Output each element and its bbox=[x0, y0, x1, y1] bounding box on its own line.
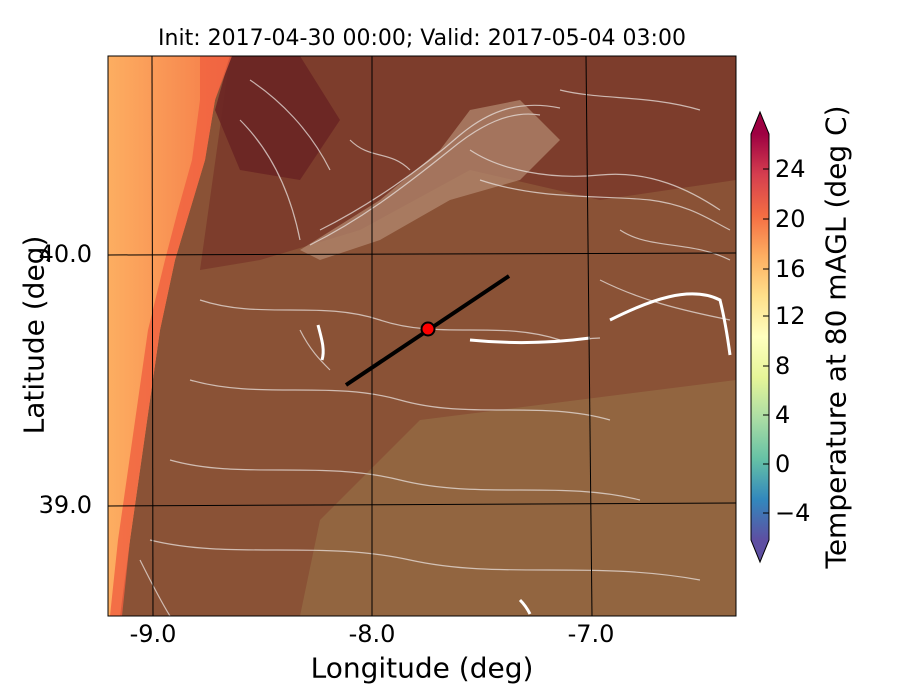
hot-northwest-region bbox=[215, 56, 340, 180]
river-features bbox=[316, 292, 732, 615]
colorbar-tick-label: 16 bbox=[775, 255, 806, 283]
meridian-line bbox=[585, 56, 593, 616]
colorbar-tick-marks bbox=[763, 168, 769, 514]
y-tick-label: 40.0 bbox=[38, 240, 92, 268]
elevation-contours bbox=[139, 79, 731, 616]
x-tick-label: -7.0 bbox=[567, 620, 615, 648]
colorbar-tick-label: 0 bbox=[775, 450, 791, 478]
parallel-line bbox=[108, 502, 736, 507]
graticule bbox=[108, 56, 736, 616]
cooler-southeast-region bbox=[300, 380, 736, 616]
meridian-line bbox=[151, 56, 154, 616]
colorbar-tick-label: 20 bbox=[775, 205, 806, 233]
colorbar-gradient bbox=[751, 134, 769, 540]
map-plot-area bbox=[108, 56, 736, 616]
x-axis-label: Longitude (deg) bbox=[310, 651, 534, 685]
chart-title: Init: 2017-04-30 00:00; Valid: 2017-05-0… bbox=[158, 26, 686, 51]
colorbar-tick-label: 12 bbox=[775, 302, 806, 330]
colorbar-tick-label: 24 bbox=[775, 155, 806, 183]
x-tick-label: -9.0 bbox=[129, 620, 177, 648]
colorbar-extend-top bbox=[751, 112, 769, 134]
colorbar-tick-label: 4 bbox=[775, 401, 791, 429]
colorbar-tick-label: 8 bbox=[775, 352, 791, 380]
parallel-line bbox=[108, 252, 736, 256]
map-frame bbox=[107, 55, 737, 617]
colorbar-outline bbox=[750, 110, 770, 564]
location-marker bbox=[420, 321, 436, 337]
colorbar-label: Temperature at 80 mAGL (deg C) bbox=[819, 105, 853, 569]
coastal-warm-strip bbox=[110, 56, 232, 616]
colorbar bbox=[750, 110, 770, 564]
y-tick-label: 39.0 bbox=[38, 491, 92, 519]
x-tick-label: -8.0 bbox=[348, 620, 396, 648]
colorbar-extend-bottom bbox=[751, 540, 769, 562]
highland-cool-region bbox=[300, 100, 560, 260]
colorbar-tick-label: −4 bbox=[775, 499, 811, 527]
